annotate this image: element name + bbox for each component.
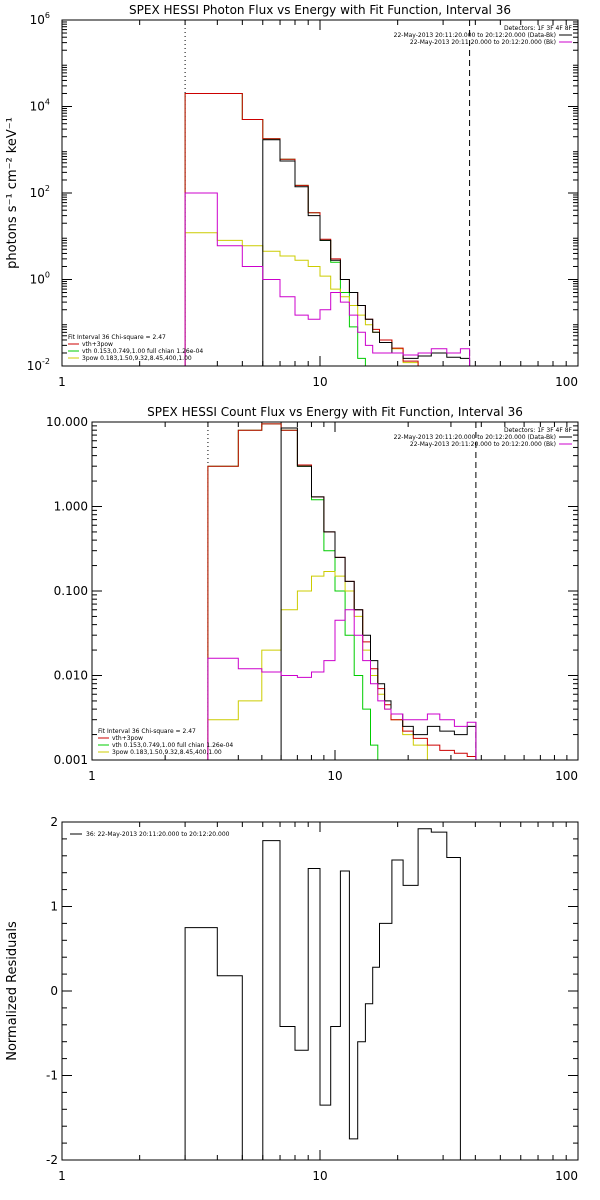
legend-entry: 22-May-2013 20:11:20.000 to 20:12:20.000… [410,39,556,46]
legend-entry: Detectors: 1F 3F 4F 8F [504,25,573,32]
legend-entry: 22-May-2013 20:11:20.000 to 20:12:20.000… [410,441,556,448]
y-tick-label: 0 [50,984,58,998]
y-axis-label: Normalized Residuals [5,921,20,1061]
legend-entry: vth+3pow [112,735,143,742]
series-line-4 [207,609,477,760]
x-tick-label: 100 [555,1169,578,1183]
series-line-2 [207,423,477,760]
y-tick-label: 102 [30,184,50,200]
y-tick-label: 10-2 [27,357,50,373]
legend-entry: vth 0.153,0.749,1.00 full chian 1.26e-04 [82,348,203,355]
chart-title: SPEX HESSI Count Flux vs Energy with Fit… [147,405,523,419]
legend-entry: Detectors: 1F 3F 4F 8F [504,427,573,434]
chart-panel-0: SPEX HESSI Photon Flux vs Energy with Fi… [5,3,579,389]
plot-frame [61,821,579,1161]
series-group [207,423,477,760]
y-tick-label: 10.000 [46,415,88,429]
series-line-4 [184,192,471,366]
y-tick-label: 1.000 [54,500,88,514]
legend-entry: vth+3pow [82,341,113,348]
x-tick-label: 1 [58,1169,66,1183]
y-tick-label: 0.010 [54,669,88,683]
y-tick-label: -2 [46,1153,58,1167]
y-tick-label: 106 [30,11,50,27]
legend-entry: 36: 22-May-2013 20:11:20.000 to 20:12:20… [86,831,230,838]
legend-entry: 22-May-2013 20:11:20.000 to 20:12:20.000… [394,434,556,441]
series-line-1 [184,232,419,366]
x-tick-label: 10 [312,1169,327,1183]
legend-entry: 22-May-2013 20:11:20.000 to 20:12:20.000… [394,32,556,39]
y-tick-label: 100 [30,271,50,287]
legend-entry: 3pow 0.183,1.50,9.32,8.45,400,1.00 [112,749,222,756]
y-tick-label: -1 [46,1069,58,1083]
x-tick-label: 100 [555,769,578,783]
series-line-3 [280,427,477,760]
legend-entry: Fit Interval 36 Chi-square = 2.47 [68,334,166,341]
x-tick-label: 100 [555,375,578,389]
y-tick-label: 0.001 [54,753,88,767]
chart-title: SPEX HESSI Photon Flux vs Energy with Fi… [129,3,511,17]
y-tick-label: 2 [50,815,58,829]
y-tick-label: 0.100 [54,584,88,598]
chart-panel-1: SPEX HESSI Count Flux vs Energy with Fit… [46,405,579,783]
x-tick-label: 1 [88,769,96,783]
plot-frame [61,19,579,367]
series-line-0 [184,93,366,366]
y-tick-label: 1 [50,900,58,914]
series-group [184,828,461,1160]
series-line-2 [184,93,419,366]
series-line-1 [207,571,441,760]
y-tick-label: 104 [30,98,50,114]
legend-entry: vth 0.153,0.749,1.00 full chian 1.26e-04 [112,742,233,749]
x-tick-label: 1 [58,375,66,389]
x-tick-label: 10 [327,769,342,783]
x-tick-label: 10 [312,375,327,389]
series-group [184,93,471,366]
plot-frame [91,421,579,761]
legend-entry: 3pow 0.183,1.50,9.32,8.45,400,1.00 [82,355,192,362]
legend-entry: Fit Interval 36 Chi-square = 2.47 [98,728,196,735]
series-line-0 [184,828,461,1160]
y-axis-label: photons s⁻¹ cm⁻² keV⁻¹ [5,117,20,269]
